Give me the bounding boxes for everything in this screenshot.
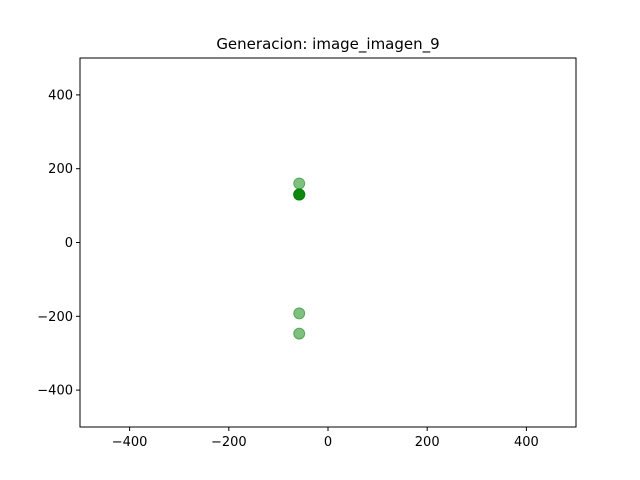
points-layer	[293, 177, 306, 340]
x-tick-label: −400	[112, 435, 148, 450]
x-tick-label: −200	[211, 435, 247, 450]
y-tick-label: 0	[65, 236, 73, 251]
x-tick-label: 200	[415, 435, 440, 450]
y-tick-label: 200	[48, 162, 73, 177]
y-tick-label: 400	[48, 88, 73, 103]
x-axis: −400 −200 0 200 400	[112, 427, 539, 450]
data-point	[293, 188, 306, 201]
data-point	[293, 307, 306, 320]
x-tick-label: 400	[514, 435, 539, 450]
y-tick-label: −200	[37, 310, 73, 325]
chart-title: Generacion: image_imagen_9	[216, 35, 439, 54]
data-point	[293, 177, 306, 190]
x-tick-label: 0	[324, 435, 332, 450]
y-axis: −400 −200 0 200 400	[37, 88, 80, 399]
y-tick-label: −400	[37, 384, 73, 399]
plot-area-frame	[79, 57, 577, 428]
data-point	[293, 327, 306, 340]
